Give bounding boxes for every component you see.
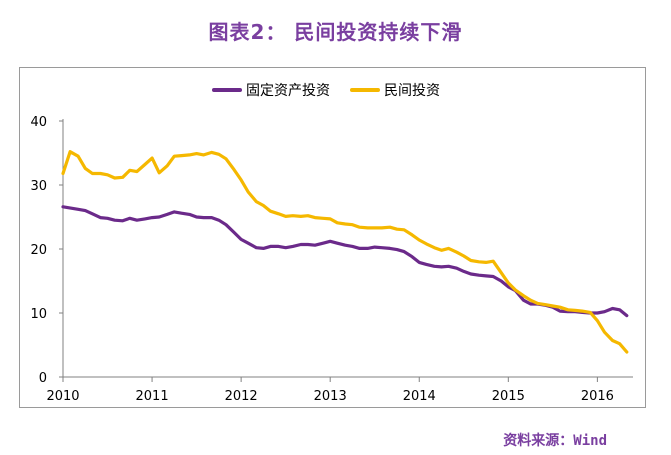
x-tick-label: 2012 [225, 389, 258, 404]
series-line-2 [61, 150, 629, 354]
source-note: 资料来源：Wind [503, 433, 607, 449]
x-tick-label: 2011 [136, 389, 169, 404]
x-tick-label: 2014 [403, 389, 436, 404]
series-points-2 [63, 152, 627, 353]
y-tick-label: 30 [30, 179, 47, 194]
y-tick-label: 20 [30, 243, 47, 258]
x-tick-label: 2015 [492, 389, 525, 404]
y-tick-label: 10 [30, 307, 47, 322]
series-line-1 [61, 205, 629, 318]
x-tick-label: 2013 [314, 389, 347, 404]
x-tick-label: 2016 [581, 389, 614, 404]
y-tick-label: 0 [39, 371, 47, 386]
legend-label-2: 民间投资 [384, 83, 440, 99]
chart-area [19, 67, 646, 408]
x-tick-label: 2010 [46, 389, 79, 404]
chart-title: 图表2： 民间投资持续下滑 [208, 20, 463, 44]
y-tick-label: 40 [30, 115, 47, 130]
legend-label-1: 固定资产投资 [246, 83, 330, 99]
